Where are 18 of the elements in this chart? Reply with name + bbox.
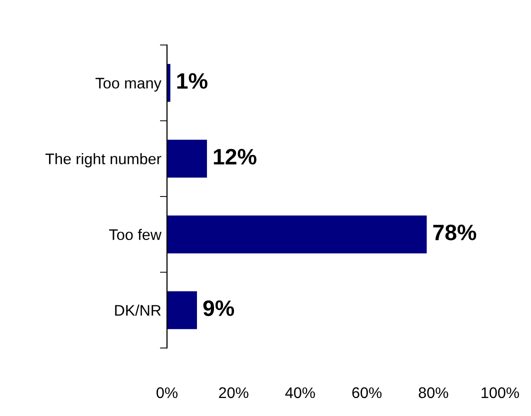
bar [167, 140, 207, 178]
x-tick-label: 0% [156, 387, 178, 398]
y-tick-label: The right number [45, 153, 162, 168]
bar [167, 291, 197, 330]
y-tick-label: DK/NR [115, 304, 161, 316]
y-tick-label: Too many [96, 78, 162, 92]
bar [167, 64, 170, 102]
x-tick-label: 60% [352, 387, 382, 398]
bar [167, 215, 427, 254]
x-tick-label: 100% [482, 387, 519, 398]
data-label: 9% [203, 300, 234, 316]
data-label: 78% [433, 224, 476, 240]
y-tick-label: Too few [109, 228, 162, 240]
x-tick-label: 20% [219, 387, 248, 398]
data-label: 1% [177, 73, 208, 89]
x-tick-label: 80% [418, 387, 448, 398]
x-tick-label: 40% [285, 387, 315, 398]
data-label: 12% [214, 148, 256, 165]
